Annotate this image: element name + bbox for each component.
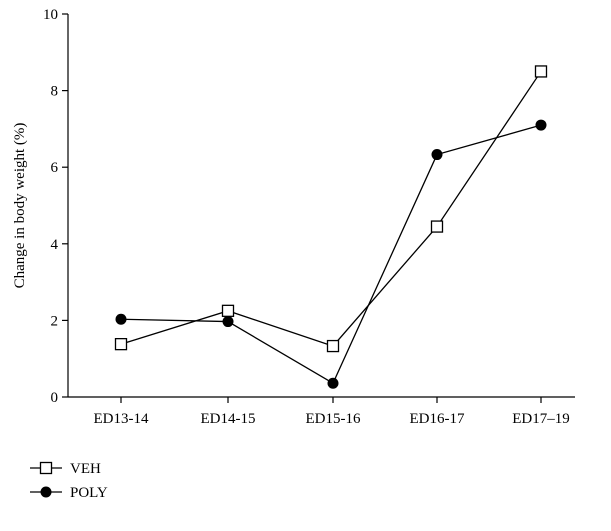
y-tick-label: 10 (43, 7, 58, 23)
data-point-veh (326, 339, 340, 353)
data-point-poly (327, 377, 339, 389)
x-ticks: ED13-14 ED14-15 ED15-16 ED16-17 ED17–19 (94, 397, 570, 427)
y-tick-label: 8 (51, 84, 59, 100)
x-tick-label: ED13-14 (94, 411, 149, 427)
x-tick-label: ED16-17 (410, 411, 465, 427)
y-tick-label: 2 (51, 313, 59, 329)
data-point-veh (534, 65, 548, 78)
legend-label: POLY (70, 485, 108, 501)
legend-item-poly: POLY (30, 485, 108, 501)
data-point-poly (431, 149, 443, 161)
series-layer (114, 65, 548, 389)
y-tick-label: 0 (51, 390, 59, 406)
data-point-poly (222, 316, 234, 328)
data-point-veh (114, 337, 128, 351)
y-axis-label: Change in body weight (%) (12, 123, 28, 289)
legend-marker (39, 461, 53, 475)
legend: VEH POLY (30, 461, 108, 501)
x-tick-label: ED15-16 (306, 411, 361, 427)
data-point-poly (535, 119, 547, 131)
data-point-poly (115, 313, 127, 325)
data-point-veh (430, 220, 444, 233)
legend-item-veh: VEH (30, 461, 101, 477)
series-line-veh (120, 71, 542, 347)
series-poly (115, 119, 547, 389)
data-point-veh (221, 304, 235, 317)
x-tick-label: ED17–19 (512, 411, 570, 427)
x-tick-label: ED14-15 (201, 411, 256, 427)
legend-marker (40, 486, 52, 498)
y-ticks: 0 2 4 6 8 10 (43, 7, 68, 406)
y-tick-label: 6 (51, 160, 59, 176)
axes: 0 2 4 6 8 10 ED13-14 ED14-15 ED15-16 ED16-17 ED17… (43, 7, 575, 427)
legend-label: VEH (70, 461, 101, 477)
y-tick-label: 4 (51, 237, 59, 253)
series-veh (114, 65, 548, 353)
